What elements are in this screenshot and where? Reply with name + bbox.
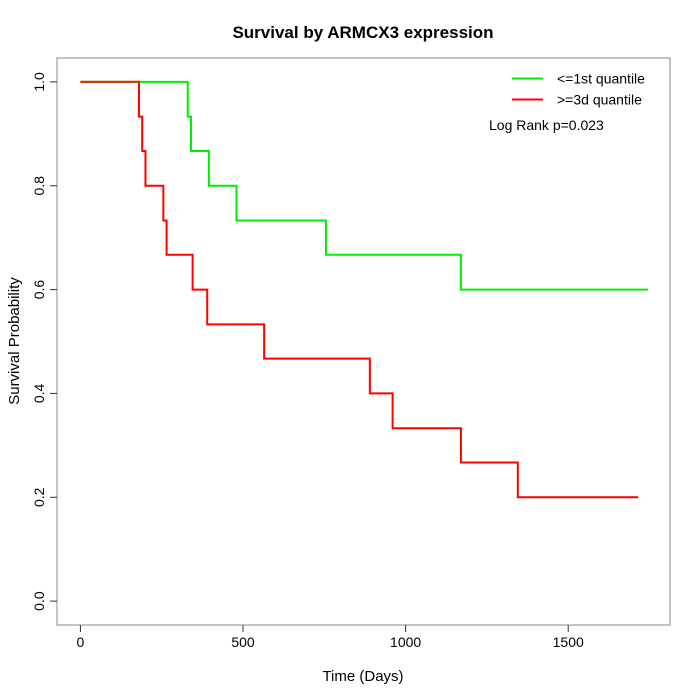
x-axis-title: Time (Days): [322, 668, 403, 685]
plot-border-box: [57, 58, 670, 625]
y-tick-label: 0.2: [31, 487, 47, 507]
legend: <=1st quantile >=3d quantile: [512, 71, 645, 108]
kaplan-meier-plot: Survival by ARMCX3 expression 0 500 1000 15…: [0, 0, 700, 700]
survival-chart-figure: Survival by ARMCX3 expression 0 500 1000 15…: [0, 0, 700, 700]
legend-label: >=3d quantile: [557, 92, 642, 108]
y-axis: 0.0 0.2 0.4 0.6 0.8 1.0: [31, 72, 57, 611]
x-tick-label: 1500: [553, 634, 584, 650]
x-tick-label: 500: [231, 634, 255, 650]
legend-label: <=1st quantile: [557, 71, 645, 87]
y-axis-title: Survival Probability: [6, 277, 23, 405]
y-tick-label: 0.0: [31, 591, 47, 611]
km-curve-low-expression: [80, 82, 647, 290]
x-tick-label: 0: [77, 634, 85, 650]
survival-curves: [80, 82, 647, 497]
x-tick-label: 1000: [390, 634, 421, 650]
y-tick-label: 1.0: [31, 72, 47, 92]
y-tick-label: 0.4: [31, 383, 47, 403]
log-rank-annotation: Log Rank p=0.023: [489, 117, 604, 133]
x-axis: 0 500 1000 1500: [77, 625, 584, 650]
y-tick-label: 0.8: [31, 176, 47, 196]
y-tick-label: 0.6: [31, 280, 47, 300]
chart-title: Survival by ARMCX3 expression: [232, 23, 493, 42]
